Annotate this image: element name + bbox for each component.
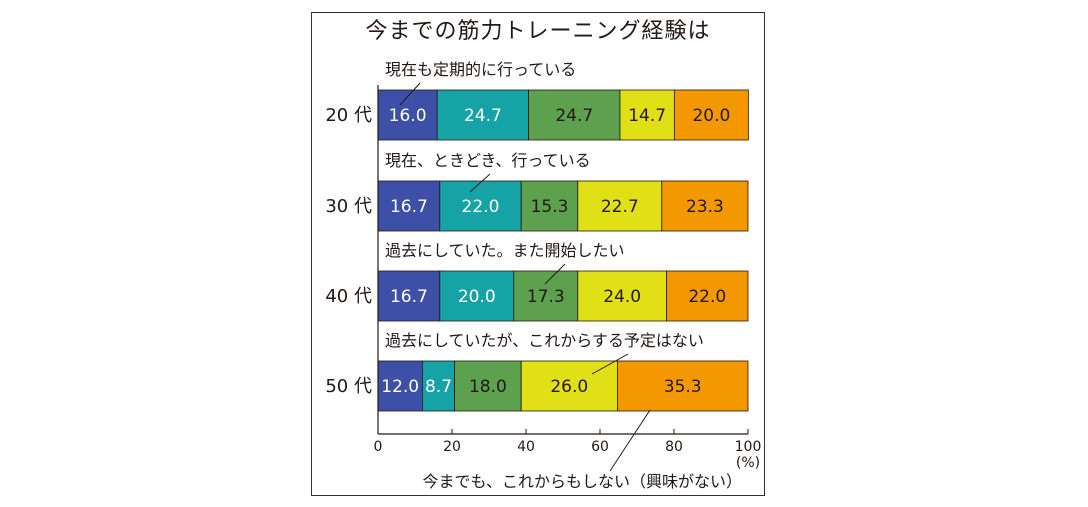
data-label: 24.7 bbox=[555, 106, 593, 126]
bar-segment bbox=[421, 360, 455, 412]
data-label: 16.7 bbox=[390, 197, 428, 217]
bar-segment bbox=[377, 270, 441, 322]
x-tick-label: 80 bbox=[665, 439, 683, 455]
series-annotation: 過去にしていたが、これからする予定はない bbox=[385, 331, 704, 350]
data-label: 22.0 bbox=[688, 287, 726, 307]
bar-segment bbox=[377, 360, 423, 412]
leader-line bbox=[544, 263, 566, 285]
series-annotation: 過去にしていた。また開始したい bbox=[385, 241, 625, 260]
data-label: 22.0 bbox=[462, 197, 500, 217]
data-label: 26.0 bbox=[550, 377, 588, 397]
leader-line bbox=[469, 173, 491, 193]
bar-segment bbox=[577, 270, 667, 322]
leader-line bbox=[591, 353, 629, 375]
bar-segment bbox=[673, 89, 749, 141]
bar-segment bbox=[520, 180, 579, 232]
leader-line bbox=[399, 82, 421, 106]
data-label: 20.0 bbox=[458, 287, 496, 307]
bar-segment bbox=[577, 180, 663, 232]
data-label: 16.0 bbox=[389, 106, 427, 126]
bar-segment bbox=[666, 270, 749, 322]
x-unit-label: (%) bbox=[736, 455, 760, 471]
x-tick-label: 20 bbox=[443, 439, 461, 455]
x-tick-label: 60 bbox=[591, 439, 609, 455]
bar-segment bbox=[377, 89, 438, 141]
x-tick-label: 0 bbox=[374, 439, 383, 455]
bar-segment bbox=[661, 180, 749, 232]
row-label: 40 代 bbox=[325, 286, 372, 307]
bar-segment bbox=[454, 360, 522, 412]
row-label: 50 代 bbox=[325, 376, 372, 397]
bar-segment bbox=[513, 270, 579, 322]
leader-line bbox=[609, 409, 651, 472]
bar-segment bbox=[377, 180, 441, 232]
data-label: 8.7 bbox=[425, 377, 452, 397]
data-label: 14.7 bbox=[628, 106, 666, 126]
bar-segment bbox=[619, 89, 675, 141]
bar-segment bbox=[439, 270, 515, 322]
series-annotation: 今までも、これからもしない（興味がない） bbox=[422, 472, 742, 491]
row-label: 20 代 bbox=[325, 105, 372, 126]
x-tick-label: 100 bbox=[735, 439, 762, 455]
data-label: 22.7 bbox=[601, 197, 639, 217]
data-label: 24.7 bbox=[464, 106, 502, 126]
data-label: 17.3 bbox=[527, 287, 565, 307]
data-label: 16.7 bbox=[390, 287, 428, 307]
bar-segment bbox=[439, 180, 522, 232]
bar-segment bbox=[616, 360, 749, 412]
data-label: 23.3 bbox=[686, 197, 724, 217]
data-label: 12.0 bbox=[381, 377, 419, 397]
chart-title: 今までの筋力トレーニング経験は bbox=[365, 19, 711, 44]
series-annotation: 現在、ときどき、行っている bbox=[385, 151, 591, 170]
row-label: 30 代 bbox=[325, 196, 372, 217]
data-label: 15.3 bbox=[531, 197, 569, 217]
data-label: 24.0 bbox=[603, 287, 641, 307]
data-label: 35.3 bbox=[664, 377, 702, 397]
x-tick-label: 40 bbox=[517, 439, 535, 455]
data-label: 18.0 bbox=[469, 377, 507, 397]
bar-segment bbox=[528, 89, 621, 141]
series-annotation: 現在も定期的に行っている bbox=[385, 60, 576, 79]
bar-segment bbox=[436, 89, 529, 141]
data-label: 20.0 bbox=[692, 106, 730, 126]
